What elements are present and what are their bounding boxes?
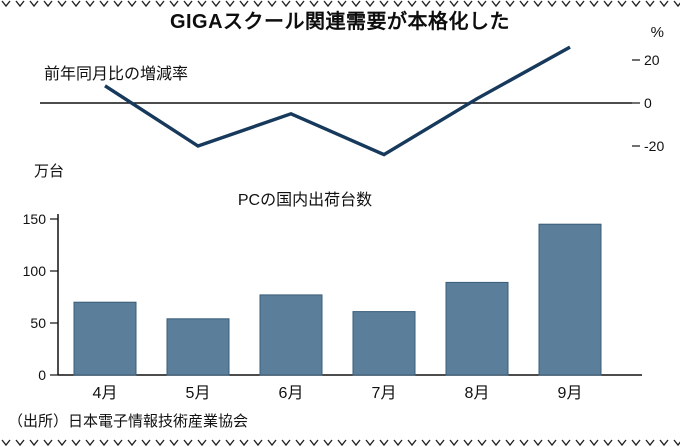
line-chart: 20 0 -20 — [0, 38, 680, 170]
line-series-label: 前年同月比の増減率 — [44, 66, 189, 83]
bar-chart: 0 50 100 150 4月 5月 6月 7月 8月 9月 — [0, 208, 680, 408]
x-category-label: 6月 — [279, 385, 304, 402]
bar — [538, 223, 602, 376]
decorative-border-top — [0, 0, 680, 8]
bar — [352, 311, 416, 376]
y-tick-label: 0 — [644, 95, 652, 111]
y-tick-label: 100 — [23, 263, 47, 279]
bar — [73, 301, 137, 376]
chart-title: GIGAスクール関連需要が本格化した — [169, 11, 511, 33]
yoy-line — [104, 45, 571, 157]
deco-pattern — [1, 0, 680, 8]
bar — [445, 281, 509, 376]
y-tick-label: 20 — [644, 52, 660, 68]
x-category-label: 7月 — [372, 385, 397, 402]
decorative-border-bottom — [0, 439, 680, 447]
y-axis-unit-label: 万台 — [34, 163, 65, 180]
bar-chart-title: PCの国内出荷台数 — [237, 192, 373, 209]
bar — [259, 294, 323, 376]
y-tick-label: 50 — [30, 315, 46, 331]
y-axis-unit-percent: % — [650, 24, 664, 41]
x-category-label: 4月 — [93, 385, 118, 402]
y-tick-label: 0 — [38, 367, 46, 383]
source-note: （出所）日本電子情報技術産業協会 — [8, 413, 249, 430]
x-category-label: 8月 — [465, 385, 490, 402]
bar — [166, 318, 230, 376]
x-category-label: 5月 — [186, 385, 211, 402]
y-tick-label: 150 — [23, 211, 47, 227]
x-category-label: 9月 — [558, 385, 583, 402]
deco-pattern — [1, 439, 680, 447]
y-tick-label: -20 — [644, 138, 664, 154]
